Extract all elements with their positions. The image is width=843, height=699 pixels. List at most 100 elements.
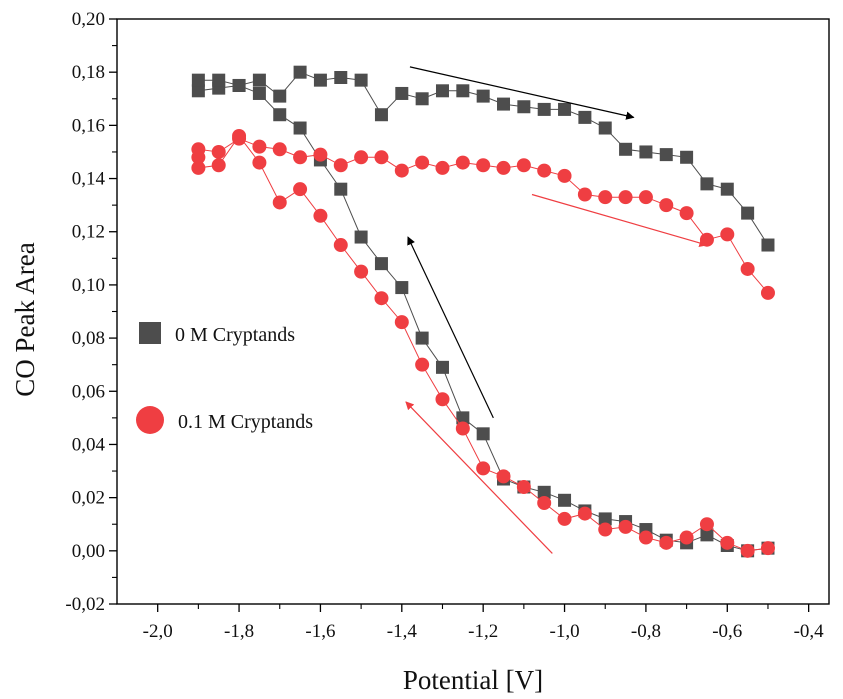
x-axis-ticks: -2,0 -1,8 -1,6 -1,4 -1,2 -1,0 -0,8 -0,6 -0,4 <box>143 604 824 642</box>
data-point-square <box>212 73 226 87</box>
data-point-circle <box>740 543 755 558</box>
data-point-circle <box>354 150 369 165</box>
y-tick-label: 0,06 <box>72 381 105 402</box>
x-tick-label: -2,0 <box>143 621 173 642</box>
data-point-square <box>476 89 490 103</box>
data-point-square <box>313 73 327 87</box>
data-point-square <box>497 97 511 111</box>
data-point-square <box>680 150 694 164</box>
data-point-circle <box>557 511 572 526</box>
data-point-circle <box>476 461 491 476</box>
data-point-circle <box>435 160 450 175</box>
data-point-square <box>374 257 388 271</box>
data-point-square <box>293 65 307 79</box>
y-axis-ticks: -0,02 0,00 0,02 0,04 0,06 0,08 0,10 0,12 0,14 0,1… <box>65 9 117 615</box>
trend-arrow <box>407 236 494 419</box>
data-point-circle <box>293 182 308 197</box>
data-point-circle <box>577 187 592 202</box>
data-point-circle <box>211 158 226 173</box>
legend-marker-square <box>139 322 161 344</box>
data-point-square <box>395 281 409 295</box>
data-point-square <box>395 86 409 100</box>
y-tick-label: 0,02 <box>72 488 105 509</box>
data-point-circle <box>760 285 775 300</box>
x-tick-label: -0,8 <box>631 621 661 642</box>
data-point-square <box>456 411 470 425</box>
data-point-square <box>639 145 653 159</box>
data-point-square <box>700 528 714 542</box>
data-point-square <box>741 206 755 220</box>
data-point-circle <box>394 315 409 330</box>
data-point-circle <box>333 158 348 173</box>
data-point-square <box>252 86 266 100</box>
y-tick-label: 0,20 <box>72 9 105 30</box>
x-tick-label: -1,6 <box>305 621 335 642</box>
data-point-circle <box>394 163 409 178</box>
legend-label-0-1-m: 0.1 M Cryptands <box>178 411 313 433</box>
data-point-circle <box>272 142 287 157</box>
data-point-square <box>700 177 714 191</box>
data-point-circle <box>476 158 491 173</box>
data-point-circle <box>415 155 430 170</box>
data-point-circle <box>537 163 552 178</box>
data-point-circle <box>435 392 450 407</box>
data-point-circle <box>638 190 653 205</box>
data-point-square <box>435 84 449 98</box>
data-point-circle <box>272 195 287 210</box>
data-point-circle <box>699 517 714 532</box>
y-tick-label: 0,16 <box>72 115 105 136</box>
data-point-square <box>293 121 307 135</box>
data-point-square <box>598 121 612 135</box>
x-tick-label: -1,8 <box>224 621 254 642</box>
data-point-circle <box>415 357 430 372</box>
data-point-circle <box>211 144 226 159</box>
data-point-square <box>334 71 348 84</box>
data-point-square <box>537 102 551 116</box>
data-point-circle <box>659 198 674 213</box>
data-point-circle <box>374 150 389 165</box>
data-point-circle <box>720 227 735 242</box>
data-point-circle <box>374 291 389 306</box>
y-tick-label: 0,04 <box>72 434 106 455</box>
data-point-square <box>232 78 246 92</box>
x-tick-label: -1,0 <box>550 621 580 642</box>
data-point-square <box>354 73 368 87</box>
data-point-square <box>578 110 592 124</box>
data-point-circle <box>455 155 470 170</box>
data-point-square <box>476 427 490 441</box>
data-point-circle <box>618 519 633 534</box>
data-point-circle <box>679 206 694 221</box>
series-1 <box>191 129 775 558</box>
data-point-circle <box>191 160 206 175</box>
data-point-square <box>435 360 449 374</box>
y-tick-label: -0,02 <box>65 594 105 615</box>
data-point-square <box>537 485 551 499</box>
trend-arrows <box>405 66 708 554</box>
y-tick-label: 0,08 <box>72 328 105 349</box>
legend-marker-circle <box>136 406 164 434</box>
trend-arrow <box>409 66 635 120</box>
data-point-square <box>273 89 287 103</box>
data-point-circle <box>659 535 674 550</box>
x-axis-title: Potential [V] <box>403 665 543 695</box>
data-point-circle <box>537 495 552 510</box>
y-tick-label: 0,18 <box>72 62 105 83</box>
plot-frame <box>116 18 830 605</box>
legend: 0 M Cryptands 0.1 M Cryptands <box>136 322 313 434</box>
data-point-square <box>761 238 775 252</box>
data-point-circle <box>313 208 328 223</box>
data-point-circle <box>455 421 470 436</box>
data-point-circle <box>516 480 531 494</box>
data-point-square <box>191 84 205 98</box>
data-point-circle <box>496 469 511 484</box>
data-point-circle <box>679 530 694 545</box>
data-point-square <box>354 230 368 244</box>
data-point-square <box>456 84 470 98</box>
data-point-circle <box>598 190 613 205</box>
data-series-layer <box>191 65 775 558</box>
data-point-square <box>415 331 429 345</box>
data-point-circle <box>496 160 511 175</box>
trend-arrow <box>405 401 553 554</box>
data-point-square <box>659 148 673 162</box>
